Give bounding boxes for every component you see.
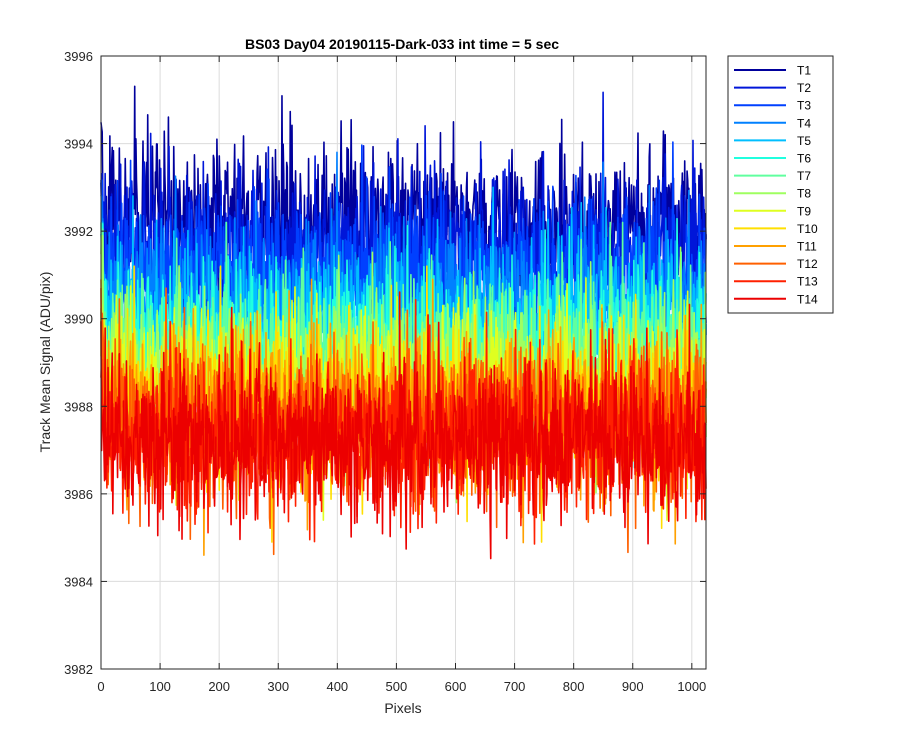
legend-label-t12: T12: [797, 257, 818, 271]
chart-title: BS03 Day04 20190115-Dark-033 int time = …: [245, 36, 559, 52]
y-tick-label: 3986: [64, 487, 93, 502]
x-tick-label: 400: [326, 679, 348, 694]
y-tick-label: 3992: [64, 224, 93, 239]
legend-label-t9: T9: [797, 204, 811, 218]
axes-box: [100, 55, 707, 670]
x-tick-label: 0: [97, 679, 104, 694]
legend-label-t4: T4: [797, 116, 811, 130]
x-tick-label: 200: [208, 679, 230, 694]
legend-label-t13: T13: [797, 275, 818, 289]
x-tick-label: 300: [267, 679, 289, 694]
legend-label-t5: T5: [797, 134, 811, 148]
series-line-t14: [100, 291, 707, 560]
plot-area: 0 100 200 300 400 500 600 700 800 900 1000 3982398…: [64, 49, 707, 694]
y-axis-ticks: 3982 3984 3986 3988 3990 3992 3994 3996: [64, 49, 706, 677]
legend-label-t6: T6: [797, 152, 811, 166]
y-axis-title: Track Mean Signal (ADU/pix): [37, 272, 53, 453]
x-tick-label: 1000: [677, 679, 706, 694]
y-tick-label: 3984: [64, 574, 93, 589]
y-tick-label: 3988: [64, 399, 93, 414]
x-axis-title: Pixels: [384, 700, 421, 716]
y-tick-label: 3990: [64, 312, 93, 327]
series-lines: [100, 85, 707, 560]
x-tick-label: 900: [622, 679, 644, 694]
x-axis-ticks: 0 100 200 300 400 500 600 700 800 900 1000: [97, 56, 706, 694]
x-tick-label: 800: [563, 679, 585, 694]
legend-label-t11: T11: [797, 240, 817, 254]
y-tick-label: 3994: [64, 137, 93, 152]
legend-entries: T1 T2 T3 T4 T5 T6 T7 T8 T9 T10 T11 T12 T13 T14: [734, 64, 818, 306]
x-tick-label: 500: [386, 679, 408, 694]
legend-label-t3: T3: [797, 99, 811, 113]
legend-label-t14: T14: [797, 292, 818, 306]
legend-label-t8: T8: [797, 187, 811, 201]
x-tick-label: 100: [149, 679, 171, 694]
legend: T1 T2 T3 T4 T5 T6 T7 T8 T9 T10 T11 T12 T13 T14: [727, 55, 834, 314]
legend-label-t2: T2: [797, 81, 811, 95]
y-tick-label: 3982: [64, 662, 93, 677]
legend-label-t7: T7: [797, 169, 811, 183]
legend-label-t1: T1: [797, 64, 811, 78]
y-tick-label: 3996: [64, 49, 93, 64]
x-tick-label: 600: [445, 679, 467, 694]
legend-box: [727, 55, 834, 314]
legend-label-t10: T10: [797, 222, 818, 236]
x-tick-label: 700: [504, 679, 526, 694]
